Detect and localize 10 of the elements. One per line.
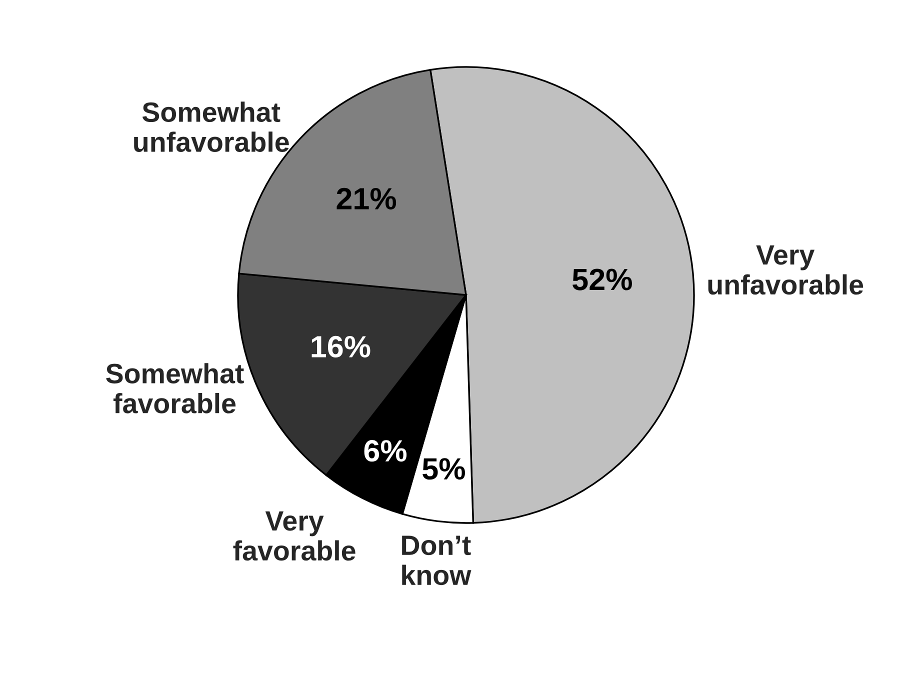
data-label: 16% <box>312 336 370 358</box>
slice-label: Very unfavorable <box>708 245 864 295</box>
data-label: 6% <box>364 440 407 462</box>
data-label: 52% <box>572 268 632 290</box>
data-label: 5% <box>422 458 465 480</box>
slice-label: Very favorable <box>233 511 356 561</box>
slice-label: Somewhat unfavorable <box>134 102 289 152</box>
slice-label: Somewhat favorable <box>106 363 244 414</box>
slice-label: Don’t know <box>402 536 472 586</box>
data-label: 21% <box>336 188 396 210</box>
